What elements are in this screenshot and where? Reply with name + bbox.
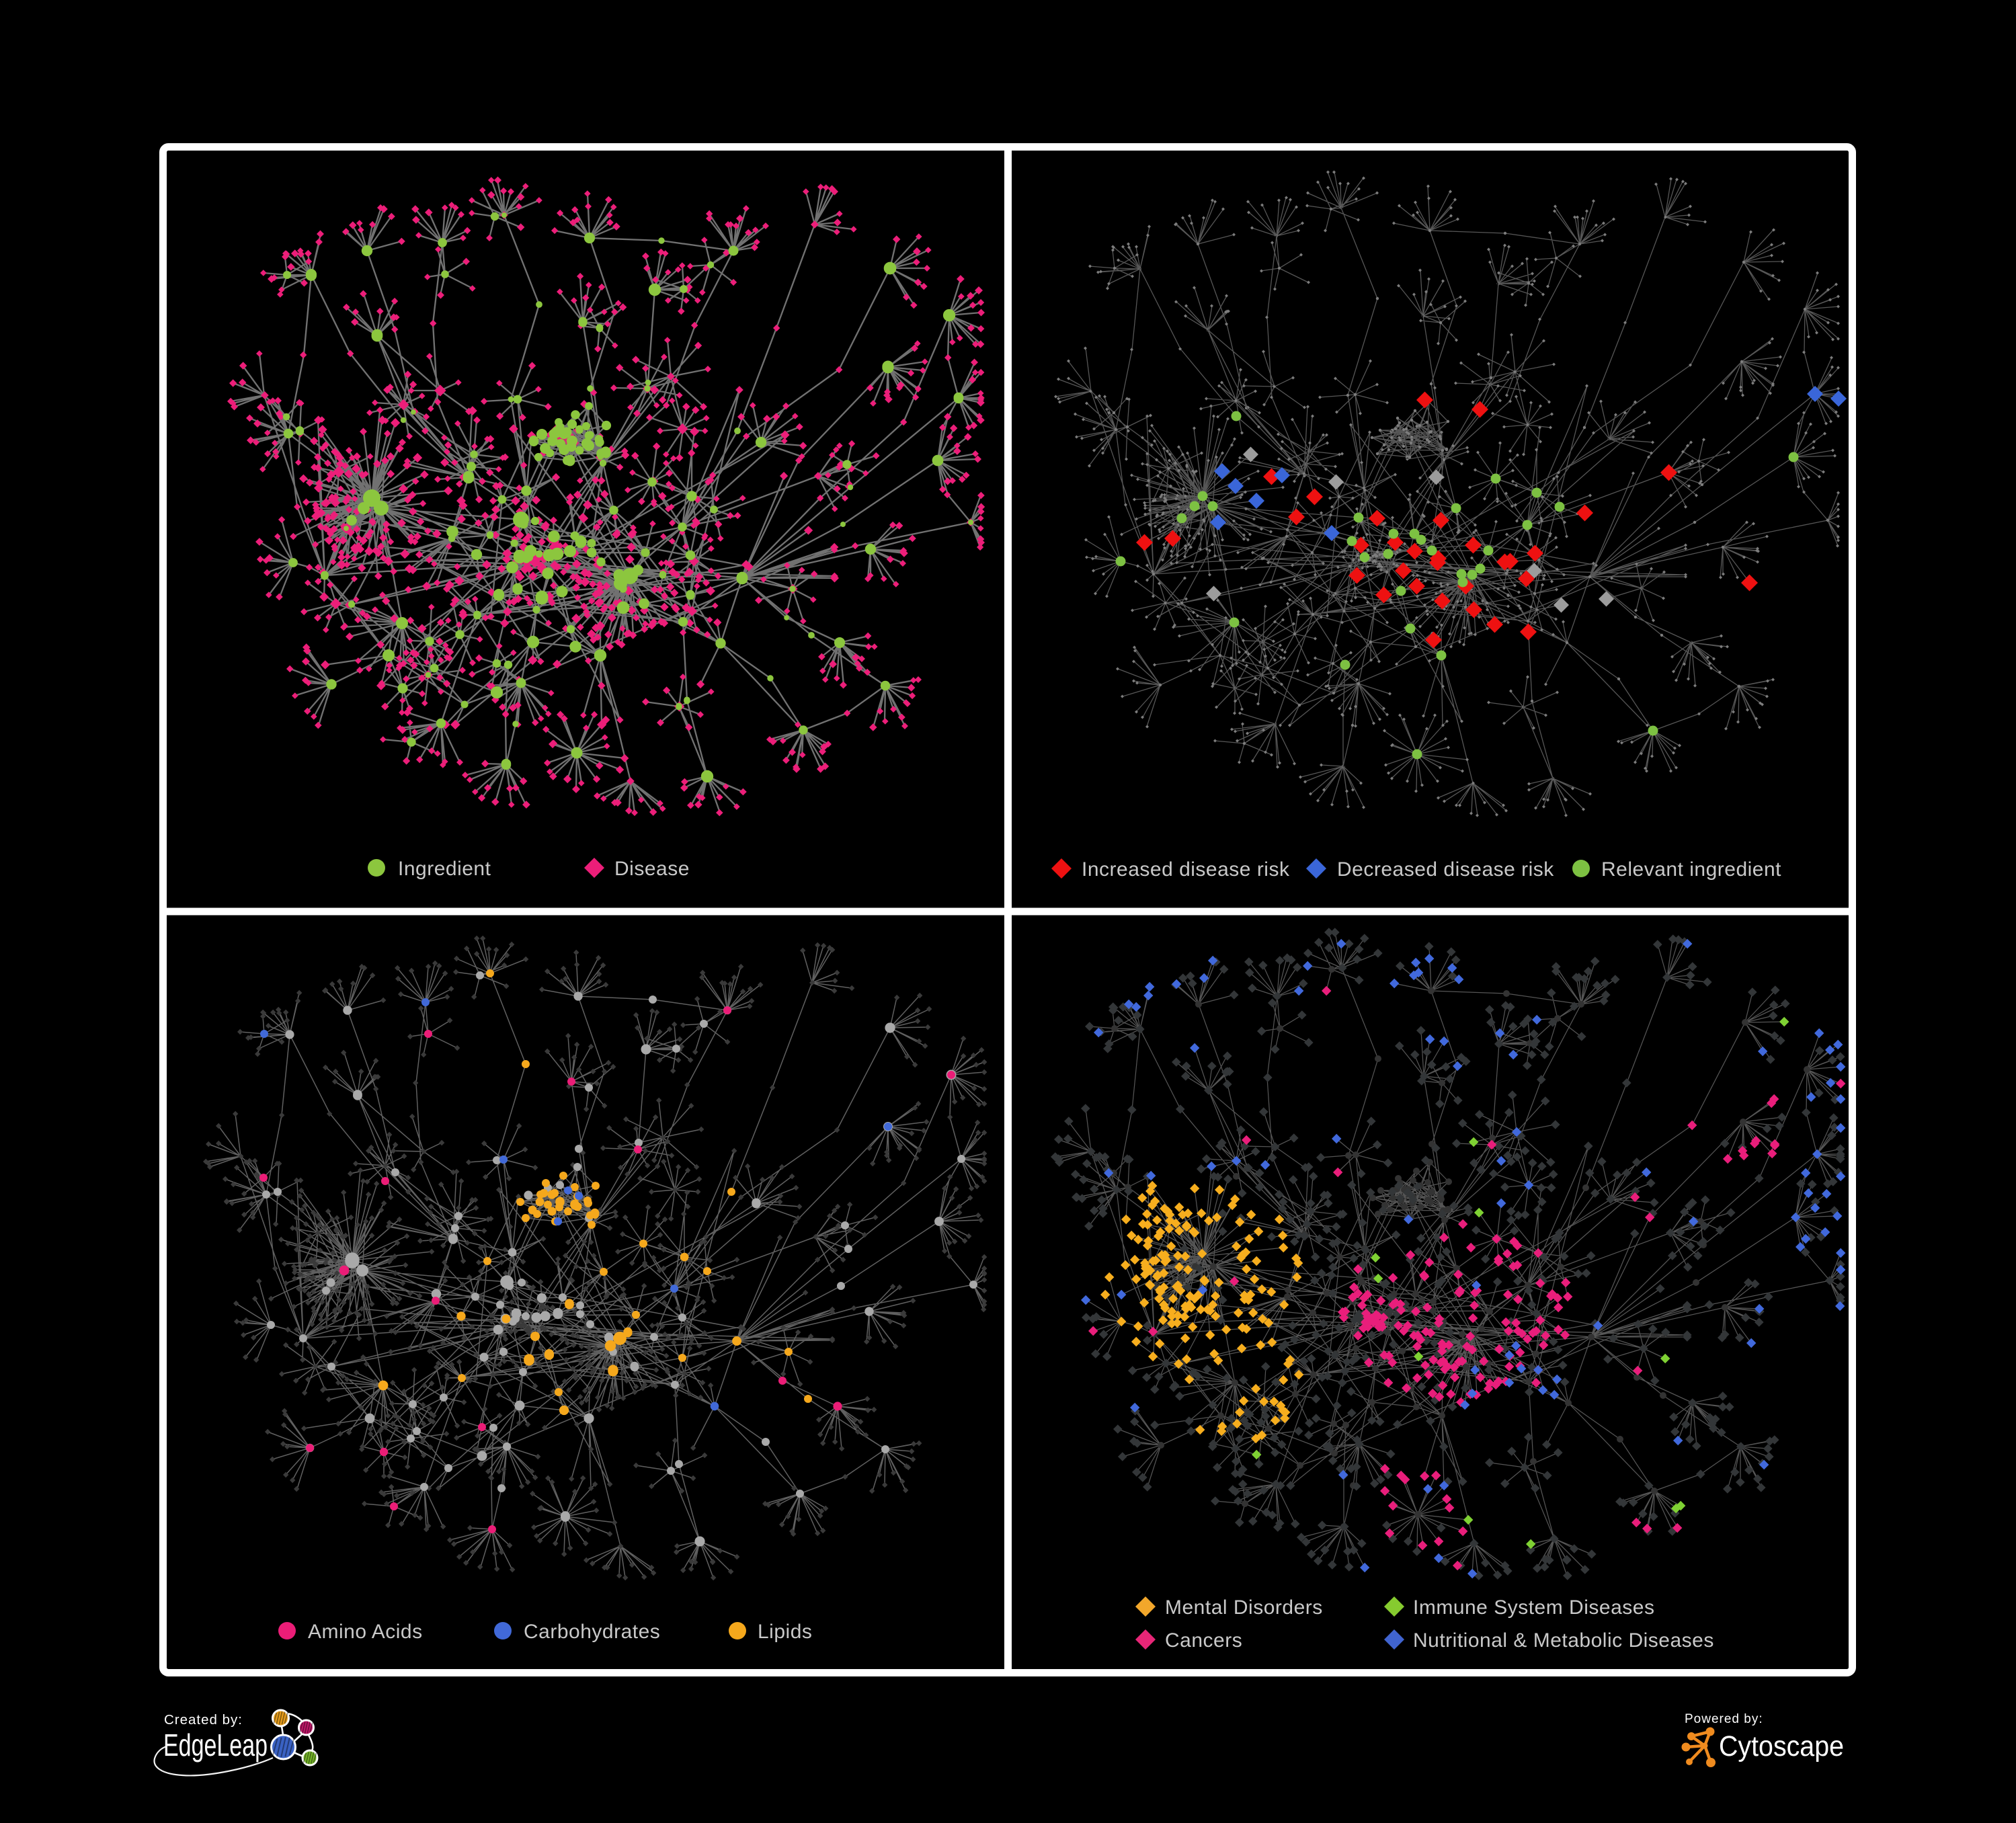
svg-text:Nutritional & Metabolic Diseas: Nutritional & Metabolic Diseases: [1413, 1629, 1714, 1652]
svg-text:Amino Acids: Amino Acids: [308, 1621, 423, 1643]
svg-text:Carbohydrates: Carbohydrates: [524, 1621, 660, 1643]
svg-text:Cytoscape: Cytoscape: [1719, 1730, 1844, 1763]
svg-text:Relevant ingredient: Relevant ingredient: [1601, 858, 1781, 881]
svg-text:Mental Disorders: Mental Disorders: [1165, 1596, 1323, 1619]
svg-text:Lipids: Lipids: [758, 1621, 812, 1643]
svg-text:Cancers: Cancers: [1165, 1629, 1242, 1652]
svg-text:Disease: Disease: [614, 858, 690, 880]
svg-text:Created by:: Created by:: [164, 1712, 243, 1728]
svg-text:Ingredient: Ingredient: [398, 858, 491, 880]
svg-text:Decreased disease risk: Decreased disease risk: [1337, 858, 1554, 881]
svg-text:Powered by:: Powered by:: [1685, 1712, 1763, 1726]
svg-text:EdgeLeap: EdgeLeap: [163, 1728, 268, 1763]
svg-text:Immune System Diseases: Immune System Diseases: [1413, 1596, 1654, 1619]
svg-text:Increased disease risk: Increased disease risk: [1082, 858, 1290, 881]
